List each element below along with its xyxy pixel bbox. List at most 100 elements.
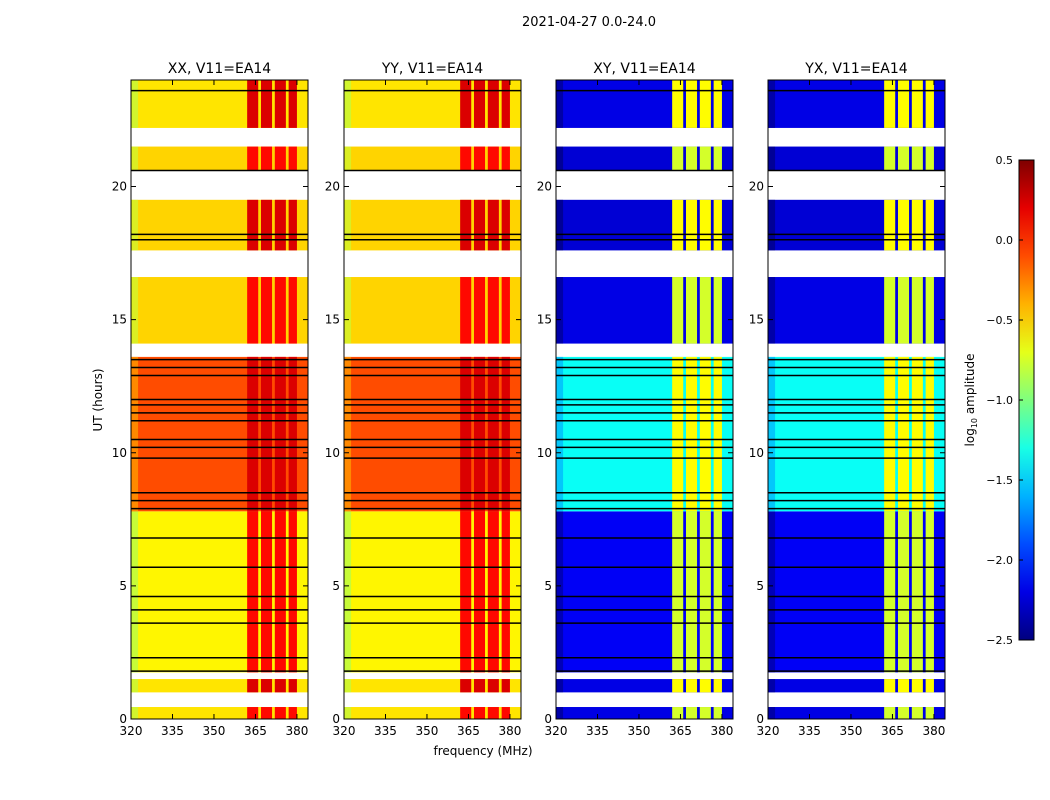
- heatmap-edge-channels: [556, 146, 564, 171]
- colorbar-tick-label: 0.0: [996, 234, 1014, 247]
- rfi-band-cell: [699, 511, 711, 673]
- rfi-band-cell: [274, 511, 286, 673]
- rfi-band-cell: [288, 707, 297, 719]
- y-tick-label: 10: [537, 446, 552, 460]
- panel-title: XY, V11=EA14: [593, 61, 695, 77]
- rfi-band-cell: [884, 146, 896, 171]
- rfi-band-cell: [260, 356, 273, 512]
- x-tick-label: 350: [628, 724, 651, 738]
- heatmap-edge-channels: [131, 146, 139, 171]
- rfi-band-cell: [685, 511, 698, 673]
- x-tick-label: 320: [757, 724, 780, 738]
- rfi-band-cell: [911, 199, 923, 251]
- rfi-band-cell: [685, 146, 698, 171]
- rfi-band-cell: [260, 277, 273, 344]
- rfi-band-cell: [672, 146, 684, 171]
- rfi-band-cell: [884, 199, 896, 251]
- rfi-band-cell: [713, 146, 722, 171]
- rfi-band-cell: [672, 511, 684, 673]
- rfi-band-cell: [274, 707, 286, 719]
- rfi-band-cell: [925, 146, 934, 171]
- rfi-band-cell: [884, 511, 896, 673]
- x-tick-label: 320: [545, 724, 568, 738]
- rfi-band-cell: [460, 199, 472, 251]
- y-tick-label: 20: [112, 180, 127, 194]
- rfi-band-cell: [672, 80, 684, 128]
- rfi-band-cell: [288, 679, 297, 693]
- x-tick-label: 335: [586, 724, 609, 738]
- panel-title: YX, V11=EA14: [804, 61, 907, 77]
- rfi-band-cell: [699, 356, 711, 512]
- colorbar-tick-label: −2.0: [986, 554, 1013, 567]
- heatmap-edge-channels: [131, 679, 139, 693]
- y-tick-label: 0: [332, 712, 340, 726]
- rfi-band-cell: [460, 679, 472, 693]
- rfi-band-cell: [699, 80, 711, 128]
- rfi-band-cell: [699, 277, 711, 344]
- y-tick-label: 20: [537, 180, 552, 194]
- rfi-band-cell: [473, 146, 486, 171]
- rfi-band-cell: [897, 199, 910, 251]
- rfi-band-cell: [911, 356, 923, 512]
- panel-xy: XY, V11=EA14 0 5 10 15 20 320 335 350 365 380: [537, 61, 734, 738]
- rfi-band-cell: [288, 199, 297, 251]
- rfi-band-cell: [713, 511, 722, 673]
- heatmap-edge-channels: [556, 511, 564, 673]
- rfi-band-cell: [288, 146, 297, 171]
- rfi-band-cell: [672, 679, 684, 693]
- x-tick-label: 335: [161, 724, 184, 738]
- rfi-band-cell: [274, 146, 286, 171]
- rfi-band-cell: [460, 277, 472, 344]
- rfi-band-cell: [925, 277, 934, 344]
- rfi-band-cell: [699, 199, 711, 251]
- rfi-band-cell: [487, 356, 499, 512]
- rfi-band-cell: [473, 511, 486, 673]
- rfi-band-cell: [911, 146, 923, 171]
- rfi-band-cell: [501, 80, 510, 128]
- y-tick-label: 10: [112, 446, 127, 460]
- rfi-band-cell: [897, 146, 910, 171]
- x-tick-label: 365: [244, 724, 267, 738]
- panel-yx: YX, V11=EA14 0 5 10 15 20 320 335 350 365 380: [749, 61, 946, 738]
- rfi-band-cell: [473, 356, 486, 512]
- y-tick-label: 0: [119, 712, 127, 726]
- rfi-band-cell: [925, 511, 934, 673]
- heatmap-edge-channels: [344, 679, 352, 693]
- figure-title: 2021-04-27 0.0-24.0: [522, 15, 656, 30]
- rfi-band-cell: [260, 679, 273, 693]
- rfi-band-cell: [713, 199, 722, 251]
- rfi-band-cell: [685, 277, 698, 344]
- x-tick-label: 350: [840, 724, 863, 738]
- panel-frame: [343, 79, 522, 720]
- rfi-band-cell: [487, 146, 499, 171]
- rfi-band-cell: [288, 277, 297, 344]
- rfi-band-cell: [713, 356, 722, 512]
- heatmap-edge-channels: [344, 80, 352, 128]
- heatmap-edge-channels: [768, 511, 776, 673]
- rfi-band-cell: [884, 80, 896, 128]
- rfi-band-cell: [925, 707, 934, 719]
- rfi-band-cell: [501, 511, 510, 673]
- colorbar-tick-label: −1.5: [986, 474, 1013, 487]
- heatmap-segment: [768, 707, 945, 719]
- panel-frame: [767, 79, 946, 720]
- rfi-band-cell: [925, 80, 934, 128]
- x-tick-label: 380: [285, 724, 308, 738]
- rfi-band-cell: [713, 679, 722, 693]
- rfi-band-cell: [274, 679, 286, 693]
- rfi-band-cell: [487, 679, 499, 693]
- rfi-band-cell: [260, 80, 273, 128]
- rfi-band-cell: [460, 80, 472, 128]
- y-axis-label: UT (hours): [91, 368, 105, 431]
- rfi-band-cell: [501, 146, 510, 171]
- panel-title: XX, V11=EA14: [168, 61, 272, 77]
- rfi-band-cell: [260, 511, 273, 673]
- heatmap-edge-channels: [344, 511, 352, 673]
- colorbar-tick-label: −2.5: [986, 634, 1013, 647]
- rfi-band-cell: [911, 277, 923, 344]
- rfi-band-cell: [685, 707, 698, 719]
- rfi-band-cell: [247, 199, 259, 251]
- rfi-band-cell: [487, 511, 499, 673]
- rfi-band-cell: [247, 80, 259, 128]
- rfi-band-cell: [685, 80, 698, 128]
